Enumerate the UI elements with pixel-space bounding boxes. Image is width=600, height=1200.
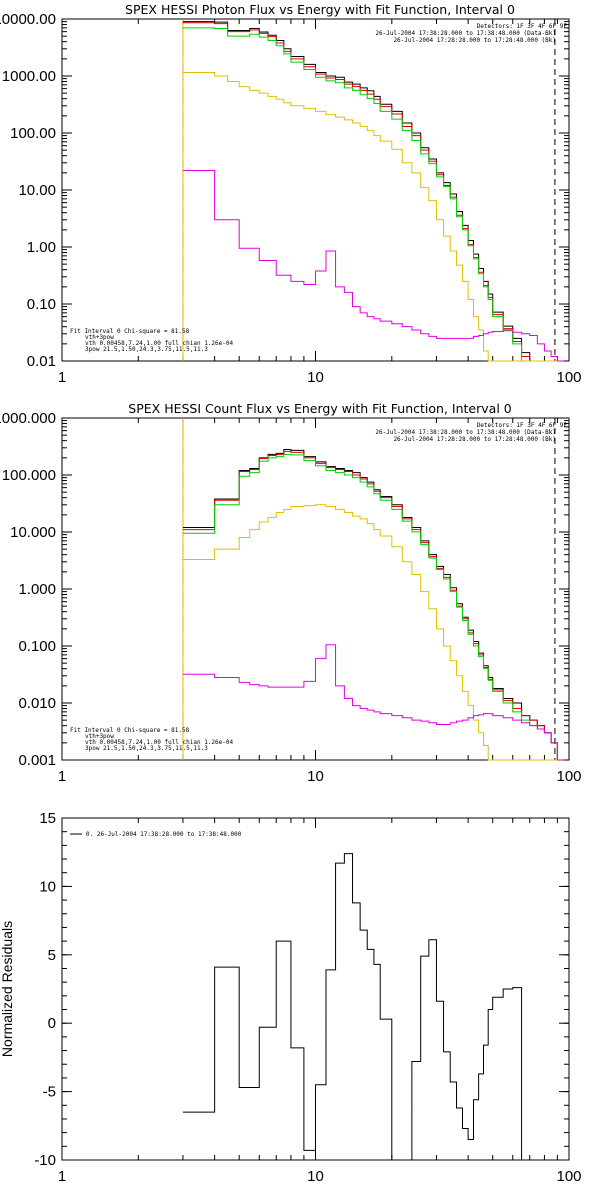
count-flux-y-tick-label: 0.010 bbox=[18, 695, 56, 712]
count-flux-legend-vth: vth 0.00458,7.24,1.00 full chian 1.26e-0… bbox=[85, 739, 233, 746]
count-flux-y-tick-label: 100.000 bbox=[2, 467, 56, 484]
count-flux-y-tick-label: 10.000 bbox=[10, 524, 56, 541]
photon-flux-series bbox=[182, 21, 564, 362]
count-flux-x-tick-label: 1 bbox=[58, 768, 66, 785]
residuals-y-tick-label: -10 bbox=[34, 1152, 56, 1169]
residuals-panel: 1 10 100 -10 -5 0 5 10 15 Normalized Residuals 0… bbox=[0, 810, 582, 1185]
photon-flux-x-tick-label: 1 bbox=[58, 369, 66, 386]
photon-flux-series-total-fit bbox=[182, 22, 564, 362]
residuals-x-tick-label: 1 bbox=[58, 1168, 66, 1185]
photon-flux-y-tick-label: 1000.00 bbox=[2, 68, 56, 85]
count-flux-header-block: Detectors: 1F 3F 4F 6F 9F 26-Jul-2004 17… bbox=[375, 422, 567, 443]
residuals-y-tick-label: -5 bbox=[43, 1084, 56, 1101]
photon-flux-x-tick-label: 100 bbox=[556, 369, 581, 386]
count-flux-title: SPEX HESSI Count Flux vs Energy with Fit… bbox=[128, 401, 511, 416]
residuals-y-tick-label: 0 bbox=[48, 1015, 56, 1032]
photon-flux-y-tick-label: 10.00 bbox=[18, 182, 56, 199]
count-flux-plot-frame bbox=[61, 417, 570, 761]
residuals-y-tick-label: 5 bbox=[48, 947, 56, 964]
count-flux-series-background bbox=[182, 644, 564, 761]
count-flux-fit-range-lines bbox=[182, 418, 556, 760]
count-flux-y-tick-label: 1.000 bbox=[18, 581, 56, 598]
photon-flux-axis-ticks: 1 10 100 0.01 0.10 1.00 10.00 100.00 1000.00 1000… bbox=[0, 11, 582, 386]
photon-flux-detectors: Detectors: 1F 3F 4F 6F 9F bbox=[477, 23, 568, 30]
count-flux-series-thermal bbox=[182, 453, 564, 761]
photon-flux-x-tick-label: 10 bbox=[307, 369, 324, 386]
photon-flux-header-block: Detectors: 1F 3F 4F 6F 9F 26-Jul-2004 17… bbox=[375, 23, 567, 44]
residuals-legend: 0. 26-Jul-2004 17:38:28.000 to 17:38:48.… bbox=[70, 831, 242, 838]
count-flux-legend-total: vth+3pow bbox=[85, 733, 114, 740]
photon-flux-bk-interval: 26-Jul-2004 17:28:28.000 to 17:28:48.000… bbox=[393, 37, 556, 44]
photon-flux-series-powerlaw bbox=[182, 72, 564, 362]
count-flux-y-tick-label: 0.100 bbox=[18, 638, 56, 655]
photon-flux-y-tick-label: 0.01 bbox=[27, 353, 56, 370]
count-flux-axis-ticks: 1 10 100 0.001 0.010 0.100 1.000 10.000 100.000 1… bbox=[0, 410, 582, 785]
count-flux-series bbox=[182, 449, 564, 761]
residuals-y-axis-label: Normalized Residuals bbox=[0, 921, 15, 1057]
residuals-series-residuals bbox=[182, 853, 564, 1161]
photon-flux-series-thermal bbox=[182, 27, 564, 362]
photon-flux-y-tick-label: 100.00 bbox=[10, 125, 56, 142]
photon-flux-data-interval: 26-Jul-2004 17:38:28.000 to 17:38:48.000… bbox=[375, 30, 556, 37]
photon-flux-y-tick-label: 0.10 bbox=[27, 296, 56, 313]
count-flux-x-tick-label: 10 bbox=[307, 768, 324, 785]
residuals-y-tick-label: 15 bbox=[39, 810, 56, 827]
photon-flux-y-tick-label: 1.00 bbox=[27, 239, 56, 256]
residuals-legend-label: 0. 26-Jul-2004 17:38:28.000 to 17:38:48.… bbox=[86, 831, 242, 838]
count-flux-x-tick-label: 100 bbox=[556, 768, 581, 785]
count-flux-legend-fit: Fit Interval 0 Chi-square = 81.58 bbox=[70, 727, 190, 734]
count-flux-y-tick-label: 0.001 bbox=[18, 752, 56, 769]
photon-flux-legend-total: vth+3pow bbox=[85, 334, 114, 341]
count-flux-legend: Fit Interval 0 Chi-square = 81.58 vth+3p… bbox=[70, 727, 233, 752]
photon-flux-legend-vth: vth 0.00458,7.24,1.00 full chian 1.26e-0… bbox=[85, 340, 233, 347]
residuals-x-tick-label: 100 bbox=[556, 1168, 581, 1185]
count-flux-legend-3pow: 3pow 21.5,1.50,24.3,3.75,11.5,11.3 bbox=[85, 745, 208, 752]
photon-flux-fit-range-lines bbox=[182, 19, 556, 361]
photon-flux-legend: Fit Interval 0 Chi-square = 81.58 vth+3p… bbox=[70, 328, 233, 353]
photon-flux-legend-3pow: 3pow 21.5,1.50,24.3,3.75,11.5,11.3 bbox=[85, 346, 208, 353]
residuals-y-tick-label: 10 bbox=[39, 878, 56, 895]
count-flux-y-tick-label: 1000.000 bbox=[0, 410, 56, 427]
count-flux-detectors: Detectors: 1F 3F 4F 6F 9F bbox=[477, 422, 568, 429]
count-flux-panel: SPEX HESSI Count Flux vs Energy with Fit… bbox=[0, 401, 582, 785]
count-flux-series-total-fit bbox=[182, 450, 564, 761]
residuals-x-tick-label: 10 bbox=[307, 1168, 324, 1185]
count-flux-series-powerlaw bbox=[182, 504, 564, 761]
photon-flux-panel: SPEX HESSI Photon Flux vs Energy with Fi… bbox=[0, 2, 582, 386]
photon-flux-series-background bbox=[182, 169, 564, 362]
count-flux-data-interval: 26-Jul-2004 17:38:28.000 to 17:38:48.000… bbox=[375, 429, 556, 436]
count-flux-bk-interval: 26-Jul-2004 17:28:28.000 to 17:28:48.000… bbox=[393, 436, 556, 443]
residuals-axis-ticks: 1 10 100 -10 -5 0 5 10 15 bbox=[34, 810, 581, 1185]
photon-flux-y-tick-label: 10000.00 bbox=[0, 11, 56, 28]
photon-flux-legend-fit: Fit Interval 0 Chi-square = 81.58 bbox=[70, 328, 190, 335]
photon-flux-series-total bbox=[182, 21, 564, 362]
count-flux-series-total bbox=[182, 449, 564, 761]
residuals-series bbox=[182, 853, 564, 1161]
photon-flux-title: SPEX HESSI Photon Flux vs Energy with Fi… bbox=[125, 2, 515, 17]
